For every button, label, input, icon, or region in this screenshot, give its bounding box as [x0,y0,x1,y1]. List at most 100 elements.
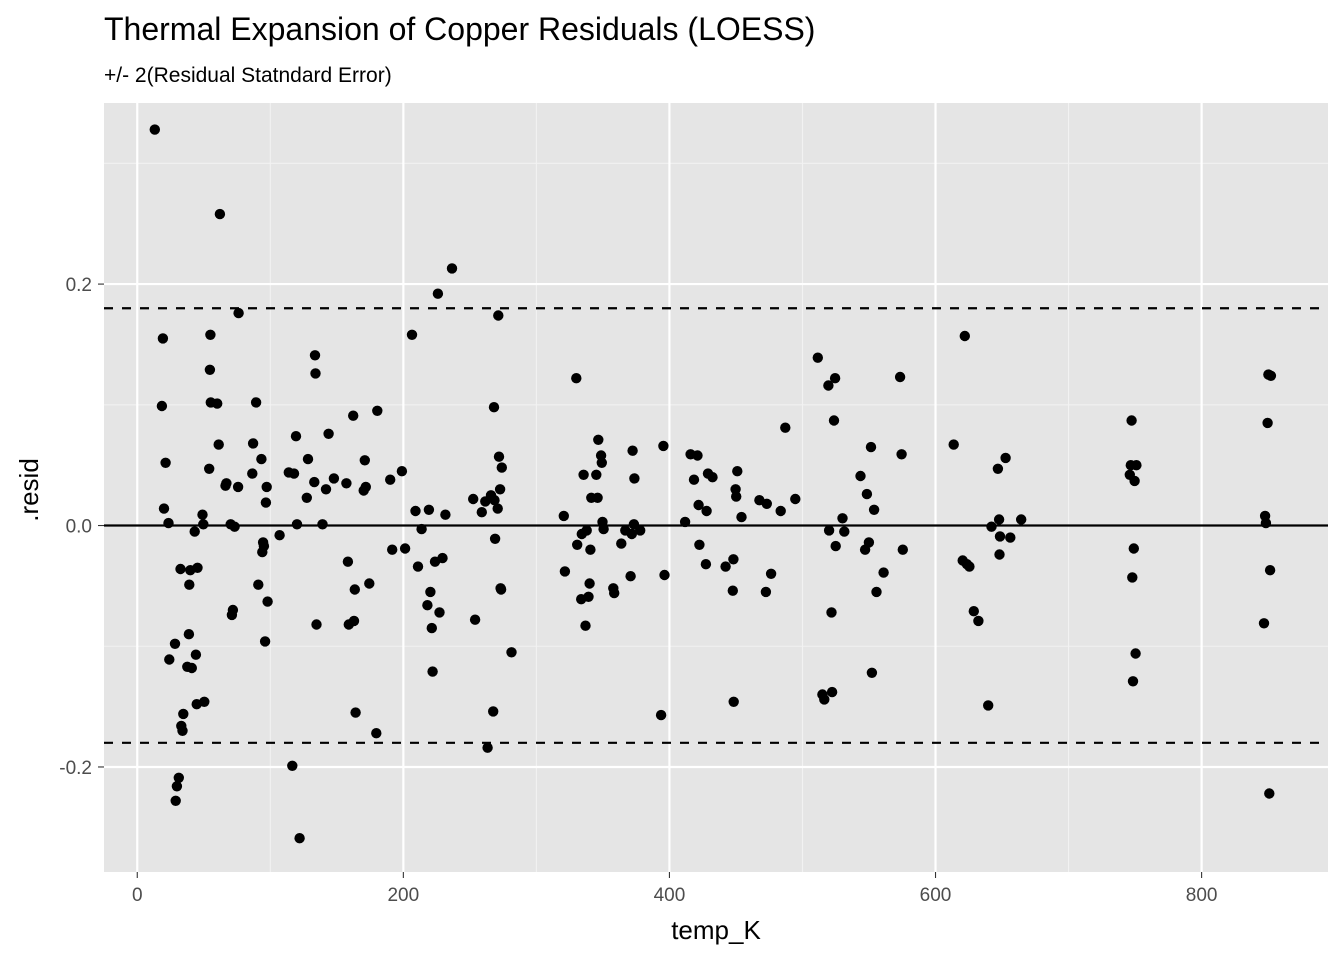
data-point [897,544,908,555]
x-tick-label: 800 [1186,885,1218,906]
data-point [160,457,171,468]
data-point [720,561,731,572]
data-point [679,516,691,528]
data-point [731,491,742,502]
data-point [692,450,703,461]
data-point [581,525,592,536]
data-point [158,503,170,514]
reference-lines [104,307,1328,744]
data-point [175,563,186,575]
data-point [1129,475,1140,487]
data-point [1000,452,1011,464]
data-point [309,350,321,361]
data-point [427,666,438,677]
data-point [626,528,637,540]
data-point [204,463,215,474]
data-point [169,638,181,649]
data-point [317,519,328,530]
data-point [878,567,889,578]
data-point [493,451,505,462]
data-point [156,400,168,412]
data-point [863,537,875,548]
data-point [894,371,906,383]
data-point [701,505,712,517]
data-point [1128,543,1140,554]
data-point [290,431,302,442]
data-point [559,566,571,577]
data-point [288,468,300,479]
data-point [310,368,321,379]
data-point [826,686,838,698]
data-point [204,364,216,375]
data-point [968,606,979,617]
data-point [213,439,224,450]
data-point [591,469,602,480]
data-point [580,620,591,631]
data-point [823,380,834,391]
data-point [170,795,181,806]
data-point [866,667,878,678]
data-point [558,510,569,522]
data-point [492,503,503,514]
data-point [986,521,997,532]
data-point [496,462,507,473]
data-point [765,568,777,579]
data-point [761,498,772,509]
data-point [399,543,411,554]
data-point [205,329,216,340]
x-tick-label: 600 [920,885,952,906]
data-point [372,405,383,416]
data-point [694,539,705,550]
data-point [410,505,421,517]
data-point [256,453,267,465]
data-point [728,696,739,707]
data-points [149,124,1277,844]
data-point [488,706,499,717]
y-axis: -0.2 0.0 0.2 [59,275,104,779]
data-point [584,578,595,589]
data-point [190,649,202,660]
data-point [387,544,398,555]
y-axis-title: .resid [14,458,44,522]
data-point [229,521,240,532]
data-point [197,509,208,520]
data-point [627,445,638,456]
data-point [163,517,174,529]
data-point [157,333,169,344]
data-point [198,519,209,530]
data-point [994,549,1005,560]
data-point [233,307,244,319]
data-point [1005,532,1016,543]
plot-panel [104,103,1328,872]
data-point [232,481,244,493]
data-point [488,402,500,413]
data-point [385,474,396,485]
chart-subtitle: +/- 2(Residual Statndard Error) [104,64,392,87]
data-point [258,540,270,552]
data-point [253,579,264,590]
x-tick-label: 0 [132,885,143,906]
data-point [598,523,609,535]
data-point [994,531,1006,542]
data-point [309,476,320,488]
data-point [790,493,801,505]
data-point [425,586,436,598]
data-point [839,526,850,537]
data-point [189,526,200,537]
data-point [341,478,352,489]
data-point [506,647,517,658]
data-point [616,538,627,549]
data-point [992,463,1004,474]
data-point [323,428,334,439]
data-point [1127,572,1138,583]
data-point [186,662,197,674]
data-point [780,422,791,433]
data-point [1016,514,1027,525]
data-point [227,604,239,616]
data-point [707,472,718,483]
y-tick-label: 0.2 [66,275,92,296]
data-point [482,742,493,753]
data-point [149,124,160,135]
data-point [350,707,361,718]
